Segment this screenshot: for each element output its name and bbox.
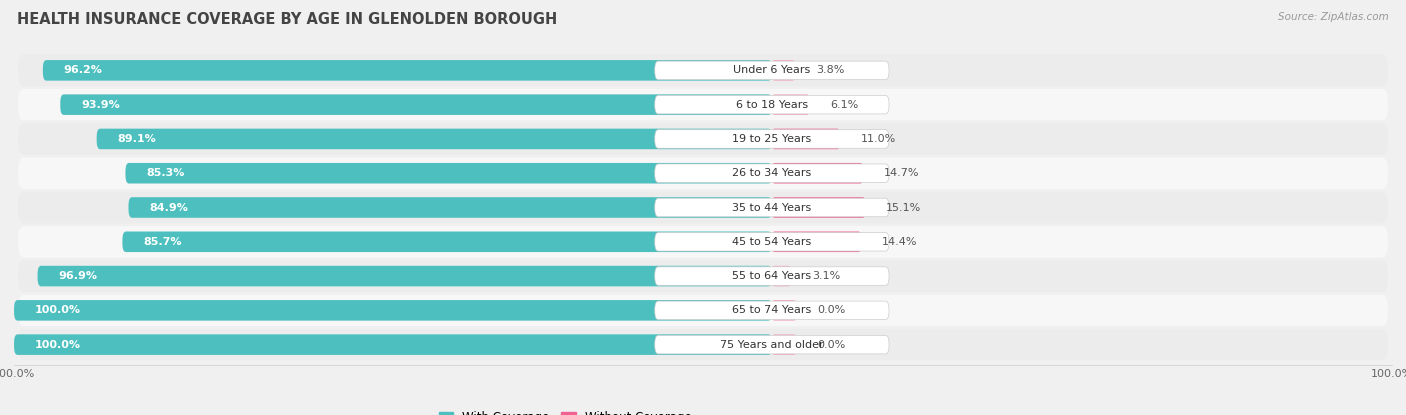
FancyBboxPatch shape	[122, 232, 772, 252]
Text: 75 Years and older: 75 Years and older	[720, 339, 824, 349]
Text: 45 to 54 Years: 45 to 54 Years	[733, 237, 811, 247]
Text: 14.4%: 14.4%	[882, 237, 917, 247]
Text: 0.0%: 0.0%	[817, 305, 845, 315]
FancyBboxPatch shape	[772, 129, 841, 149]
Text: 11.0%: 11.0%	[860, 134, 896, 144]
FancyBboxPatch shape	[772, 300, 797, 321]
Text: 14.7%: 14.7%	[884, 168, 920, 178]
FancyBboxPatch shape	[18, 192, 1388, 223]
Text: 3.1%: 3.1%	[811, 271, 839, 281]
Text: 19 to 25 Years: 19 to 25 Years	[733, 134, 811, 144]
FancyBboxPatch shape	[14, 334, 772, 355]
FancyBboxPatch shape	[655, 129, 889, 148]
FancyBboxPatch shape	[772, 94, 810, 115]
Text: 100.0%: 100.0%	[35, 305, 80, 315]
FancyBboxPatch shape	[655, 335, 889, 354]
Text: 65 to 74 Years: 65 to 74 Years	[733, 305, 811, 315]
Text: 85.7%: 85.7%	[143, 237, 181, 247]
FancyBboxPatch shape	[18, 260, 1388, 292]
Text: 3.8%: 3.8%	[815, 66, 845, 76]
FancyBboxPatch shape	[655, 95, 889, 114]
Text: 35 to 44 Years: 35 to 44 Years	[733, 203, 811, 212]
FancyBboxPatch shape	[772, 60, 796, 81]
FancyBboxPatch shape	[60, 94, 772, 115]
FancyBboxPatch shape	[38, 266, 772, 286]
FancyBboxPatch shape	[772, 163, 863, 183]
FancyBboxPatch shape	[772, 232, 862, 252]
Text: 89.1%: 89.1%	[117, 134, 156, 144]
FancyBboxPatch shape	[18, 329, 1388, 360]
Text: 6.1%: 6.1%	[831, 100, 859, 110]
Text: 26 to 34 Years: 26 to 34 Years	[733, 168, 811, 178]
FancyBboxPatch shape	[655, 267, 889, 286]
Text: 100.0%: 100.0%	[35, 339, 80, 349]
FancyBboxPatch shape	[97, 129, 772, 149]
Text: Under 6 Years: Under 6 Years	[734, 66, 810, 76]
FancyBboxPatch shape	[655, 164, 889, 183]
Text: 84.9%: 84.9%	[149, 203, 188, 212]
Text: 55 to 64 Years: 55 to 64 Years	[733, 271, 811, 281]
FancyBboxPatch shape	[655, 198, 889, 217]
FancyBboxPatch shape	[18, 89, 1388, 120]
Text: HEALTH INSURANCE COVERAGE BY AGE IN GLENOLDEN BOROUGH: HEALTH INSURANCE COVERAGE BY AGE IN GLEN…	[17, 12, 557, 27]
FancyBboxPatch shape	[772, 334, 797, 355]
FancyBboxPatch shape	[125, 163, 772, 183]
Text: Source: ZipAtlas.com: Source: ZipAtlas.com	[1278, 12, 1389, 22]
FancyBboxPatch shape	[128, 197, 772, 218]
Legend: With Coverage, Without Coverage: With Coverage, Without Coverage	[434, 406, 696, 415]
FancyBboxPatch shape	[42, 60, 772, 81]
FancyBboxPatch shape	[655, 61, 889, 80]
FancyBboxPatch shape	[772, 197, 866, 218]
FancyBboxPatch shape	[655, 301, 889, 320]
FancyBboxPatch shape	[655, 232, 889, 251]
FancyBboxPatch shape	[18, 123, 1388, 155]
FancyBboxPatch shape	[18, 157, 1388, 189]
Text: 0.0%: 0.0%	[817, 339, 845, 349]
Text: 93.9%: 93.9%	[82, 100, 120, 110]
FancyBboxPatch shape	[18, 295, 1388, 326]
FancyBboxPatch shape	[772, 266, 792, 286]
FancyBboxPatch shape	[14, 300, 772, 321]
Text: 85.3%: 85.3%	[146, 168, 184, 178]
Text: 6 to 18 Years: 6 to 18 Years	[735, 100, 808, 110]
FancyBboxPatch shape	[18, 226, 1388, 258]
Text: 96.2%: 96.2%	[63, 66, 103, 76]
FancyBboxPatch shape	[18, 55, 1388, 86]
Text: 96.9%: 96.9%	[58, 271, 97, 281]
Text: 15.1%: 15.1%	[886, 203, 921, 212]
